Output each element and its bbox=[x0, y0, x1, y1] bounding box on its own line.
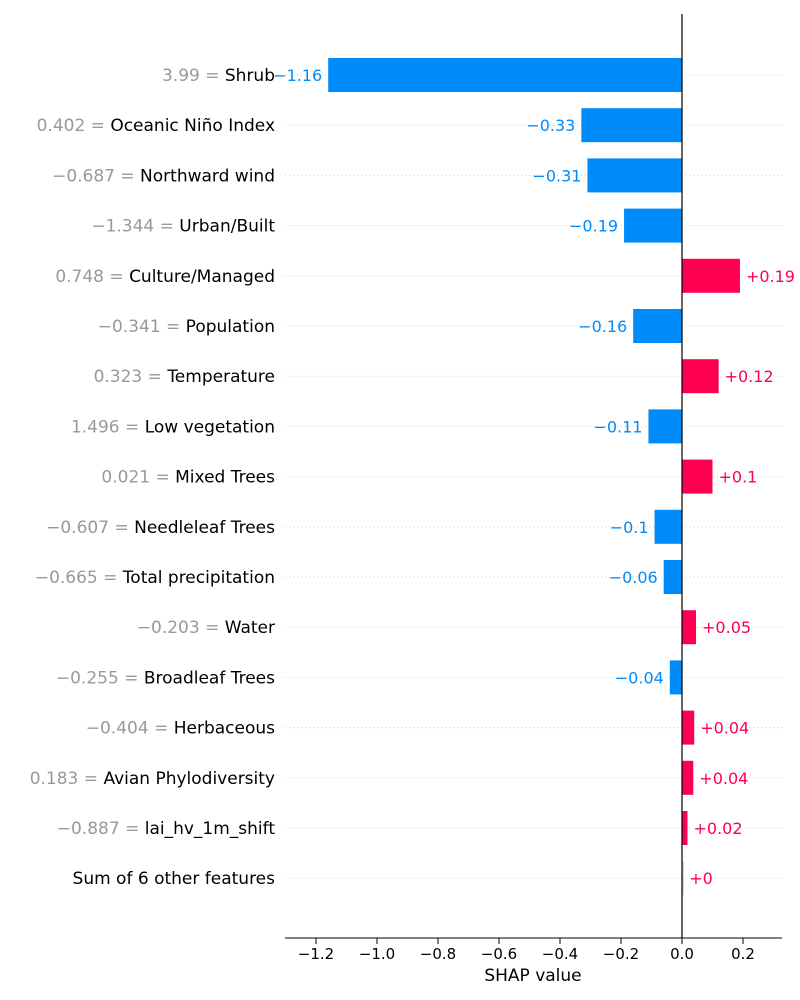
bar-value-label: +0.05 bbox=[702, 618, 751, 637]
bar-value-label: +0.04 bbox=[700, 719, 749, 738]
x-axis: −1.2 −1.0 −0.8 −0.6 −0.4 −0.2 0.0 0.2 bbox=[285, 937, 782, 963]
feature-value: 0.021 = bbox=[101, 468, 175, 488]
grid-lines bbox=[285, 74, 782, 879]
feature-name: Sum of 6 other features bbox=[73, 869, 276, 889]
feature-name: Northward wind bbox=[140, 166, 275, 186]
bar-value-label: −0.33 bbox=[526, 116, 575, 135]
bar bbox=[682, 359, 719, 394]
bar bbox=[328, 58, 682, 92]
x-tick-label: −0.8 bbox=[420, 945, 456, 963]
feature-label: −1.344 = Urban/Built bbox=[91, 217, 275, 237]
feature-name: Herbaceous bbox=[174, 719, 275, 739]
x-tick-label: −1.2 bbox=[298, 945, 334, 963]
feature-label: −0.404 = Herbaceous bbox=[86, 719, 275, 739]
bar-value-label: −0.16 bbox=[578, 317, 627, 336]
feature-name: Needleleaf Trees bbox=[134, 518, 275, 538]
feature-value: −0.687 = bbox=[52, 166, 140, 186]
bar bbox=[663, 560, 682, 594]
feature-name: Low vegetation bbox=[145, 417, 275, 437]
x-tick-label: −1.0 bbox=[359, 945, 395, 963]
feature-label: 1.496 = Low vegetation bbox=[71, 417, 275, 437]
feature-name: Temperature bbox=[166, 367, 275, 387]
x-axis-title: SHAP value bbox=[484, 966, 581, 986]
feature-name: Broadleaf Trees bbox=[144, 668, 275, 688]
feature-value: 0.748 = bbox=[55, 267, 129, 287]
feature-label: 0.402 = Oceanic Niño Index bbox=[37, 116, 275, 136]
feature-name: Oceanic Niño Index bbox=[110, 116, 275, 136]
bar bbox=[654, 509, 682, 544]
feature-name: Urban/Built bbox=[179, 217, 275, 237]
bar-value-label: −0.19 bbox=[569, 217, 618, 236]
feature-label: 3.99 = Shrub bbox=[162, 66, 275, 86]
feature-name: Shrub bbox=[225, 66, 275, 86]
bar-value-label: +0.04 bbox=[699, 769, 748, 788]
feature-label: −0.341 = Population bbox=[98, 317, 275, 337]
feature-value: 0.183 = bbox=[30, 769, 104, 789]
feature-name: Population bbox=[186, 317, 275, 337]
bar bbox=[624, 208, 682, 243]
feature-value: −0.665 = bbox=[35, 568, 123, 588]
bar-value-label: +0.12 bbox=[725, 367, 774, 386]
bar-value-label: +0.02 bbox=[693, 819, 742, 838]
bar-value-label: +0.1 bbox=[719, 468, 758, 487]
feature-label: 0.021 = Mixed Trees bbox=[101, 468, 275, 488]
x-tick-label: −0.6 bbox=[481, 945, 517, 963]
x-tick-label: −0.2 bbox=[603, 945, 639, 963]
feature-name: Water bbox=[225, 618, 275, 638]
x-tick-label: −0.4 bbox=[542, 945, 578, 963]
feature-label: −0.665 = Total precipitation bbox=[35, 568, 275, 588]
bar bbox=[682, 710, 695, 745]
bar bbox=[682, 861, 684, 896]
feature-label: −0.687 = Northward wind bbox=[52, 166, 275, 186]
bar-value-label: −0.06 bbox=[609, 568, 658, 587]
bar bbox=[581, 108, 682, 143]
feature-value: −0.404 = bbox=[86, 719, 174, 739]
feature-name: Mixed Trees bbox=[175, 468, 275, 488]
bar-value-label: +0.19 bbox=[746, 267, 795, 286]
bar-value-label: −0.04 bbox=[615, 668, 664, 687]
bar-value-label: −1.16 bbox=[273, 66, 322, 85]
bar bbox=[682, 760, 694, 795]
feature-value: −0.203 = bbox=[137, 618, 225, 638]
feature-name: Avian Phylodiversity bbox=[103, 769, 275, 789]
bar-value-label: +0 bbox=[689, 869, 713, 888]
feature-name: lai_hv_1m_shift bbox=[145, 819, 276, 839]
feature-value: 3.99 = bbox=[162, 66, 225, 86]
feature-labels: −1.163.99 = Shrub−0.330.402 = Oceanic Ni… bbox=[30, 66, 795, 889]
feature-value: −0.255 = bbox=[56, 668, 144, 688]
bar-value-label: −0.11 bbox=[593, 417, 642, 436]
feature-value: 0.323 = bbox=[94, 367, 168, 387]
feature-label: Sum of 6 other features bbox=[73, 869, 276, 889]
bar bbox=[682, 459, 713, 494]
feature-label: −0.203 = Water bbox=[137, 618, 275, 638]
feature-value: −0.341 = bbox=[98, 317, 186, 337]
feature-label: 0.748 = Culture/Managed bbox=[55, 267, 275, 287]
feature-name: Total precipitation bbox=[122, 568, 275, 588]
feature-label: 0.183 = Avian Phylodiversity bbox=[30, 769, 275, 789]
bar-value-label: −0.31 bbox=[532, 166, 581, 185]
feature-name: Culture/Managed bbox=[129, 267, 275, 287]
feature-label: −0.255 = Broadleaf Trees bbox=[56, 668, 275, 688]
bar bbox=[587, 158, 682, 193]
bar bbox=[682, 610, 697, 645]
feature-label: −0.607 = Needleleaf Trees bbox=[46, 518, 275, 538]
bar-value-label: −0.1 bbox=[610, 518, 649, 537]
bar bbox=[669, 660, 682, 695]
feature-value: −1.344 = bbox=[91, 217, 179, 237]
feature-value: −0.887 = bbox=[57, 819, 145, 839]
feature-label: 0.323 = Temperature bbox=[94, 367, 275, 387]
feature-value: 1.496 = bbox=[71, 417, 145, 437]
x-tick-label: 0.0 bbox=[670, 945, 694, 963]
bar bbox=[682, 258, 740, 293]
feature-value: 0.402 = bbox=[37, 116, 111, 136]
x-tick-label: 0.2 bbox=[731, 945, 755, 963]
bar bbox=[633, 309, 682, 343]
feature-label: −0.887 = lai_hv_1m_shift bbox=[57, 819, 276, 839]
feature-value: −0.607 = bbox=[46, 518, 134, 538]
bars bbox=[328, 58, 740, 896]
bar bbox=[648, 409, 682, 444]
bar bbox=[682, 811, 688, 845]
